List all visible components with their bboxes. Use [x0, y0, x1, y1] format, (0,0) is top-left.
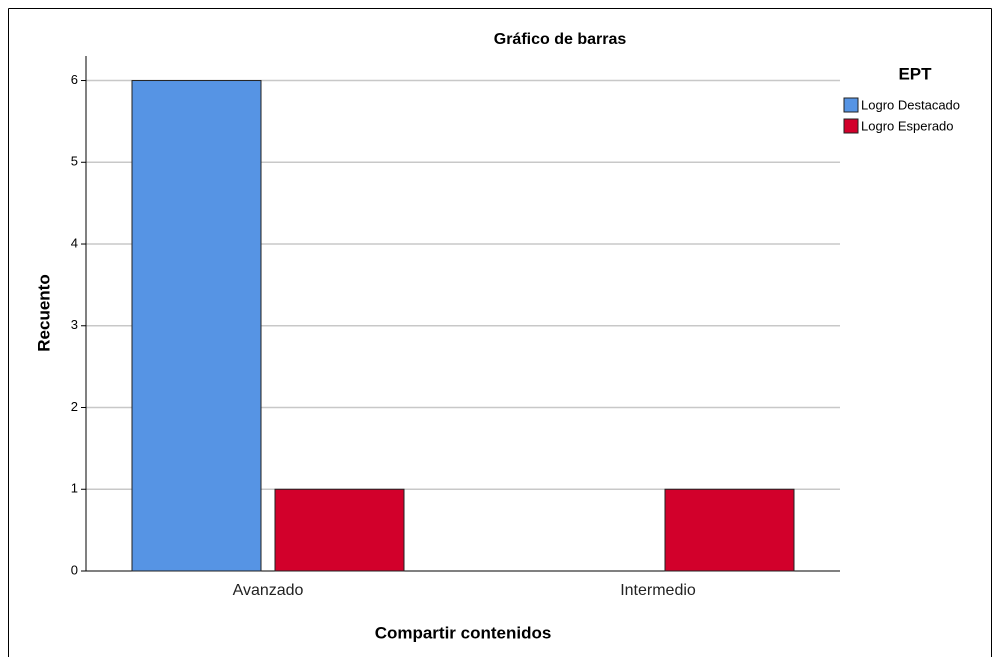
y-axis-title: Recuento — [34, 274, 53, 351]
y-tick-label: 2 — [71, 399, 78, 414]
bar — [131, 80, 262, 572]
y-tick-label: 3 — [71, 317, 78, 332]
x-tick-label: Intermedio — [620, 582, 696, 599]
y-tick-label: 1 — [71, 481, 78, 496]
bar — [274, 488, 405, 572]
legend-swatch — [843, 97, 859, 113]
x-tick-label: Avanzado — [233, 582, 304, 599]
y-tick-label: 0 — [71, 562, 78, 577]
y-tick-label: 6 — [71, 72, 78, 87]
y-tick-label: 5 — [71, 154, 78, 169]
bar — [664, 488, 795, 572]
chart-title: Gráfico de barras — [494, 31, 627, 48]
x-axis-title: Compartir contenidos — [375, 623, 552, 642]
legend-label: Logro Destacado — [861, 97, 960, 112]
legend-title: EPT — [898, 64, 932, 83]
y-tick-label: 4 — [71, 235, 78, 250]
legend-swatch — [843, 118, 859, 134]
legend-label: Logro Esperado — [861, 118, 954, 133]
